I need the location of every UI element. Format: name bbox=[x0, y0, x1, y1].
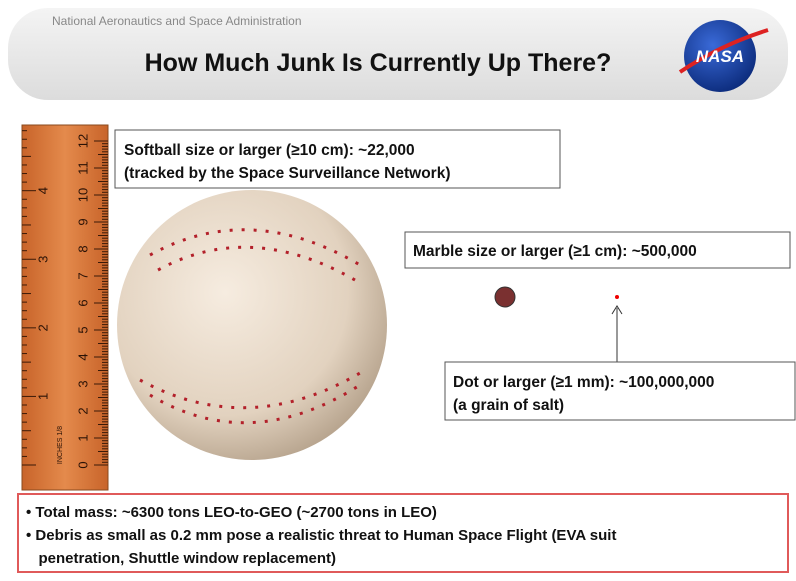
cm-label: 4 bbox=[75, 353, 90, 360]
cm-label: 10 bbox=[75, 188, 90, 202]
cm-label: 8 bbox=[75, 245, 90, 252]
agency: National Aeronautics and Space Administr… bbox=[52, 14, 302, 28]
slide: National Aeronautics and Space Administr… bbox=[0, 0, 796, 581]
cm-label: 12 bbox=[75, 134, 90, 148]
dot-text: Dot or larger (≥1 mm): ~100,000,000 bbox=[453, 374, 714, 391]
bullet: penetration, Shuttle window replacement) bbox=[26, 550, 336, 567]
title: How Much Junk Is Currently Up There? bbox=[145, 49, 612, 77]
bullet: • Debris as small as 0.2 mm pose a reali… bbox=[26, 527, 616, 544]
salt-dot bbox=[615, 295, 619, 299]
inch-label: 4 bbox=[35, 187, 50, 194]
marble bbox=[495, 287, 515, 307]
ruler-unit: INCHES 1/8 bbox=[57, 426, 64, 464]
inch-label: 1 bbox=[35, 393, 50, 400]
cm-label: 1 bbox=[75, 434, 90, 441]
logo-text: NASA bbox=[696, 47, 744, 66]
cm-label: 2 bbox=[75, 407, 90, 414]
inch-label: 3 bbox=[35, 256, 50, 263]
cm-label: 9 bbox=[75, 218, 90, 225]
cm-label: 7 bbox=[75, 272, 90, 279]
marble-text: Marble size or larger (≥1 cm): ~500,000 bbox=[413, 243, 697, 260]
bullet: • Total mass: ~6300 tons LEO-to-GEO (~27… bbox=[26, 504, 437, 521]
cm-label: 6 bbox=[75, 299, 90, 306]
dot-text: (a grain of salt) bbox=[453, 397, 564, 414]
softball-text: (tracked by the Space Surveillance Netwo… bbox=[124, 165, 450, 182]
page: National Aeronautics and Space Administr… bbox=[0, 0, 796, 581]
cm-label: 5 bbox=[75, 326, 90, 333]
softball-text: Softball size or larger (≥10 cm): ~22,00… bbox=[124, 142, 415, 159]
inch-label: 2 bbox=[35, 324, 50, 331]
cm-label: 11 bbox=[75, 161, 90, 175]
baseball bbox=[117, 190, 387, 460]
cm-label: 3 bbox=[75, 380, 90, 387]
cm-label: 0 bbox=[75, 461, 90, 468]
